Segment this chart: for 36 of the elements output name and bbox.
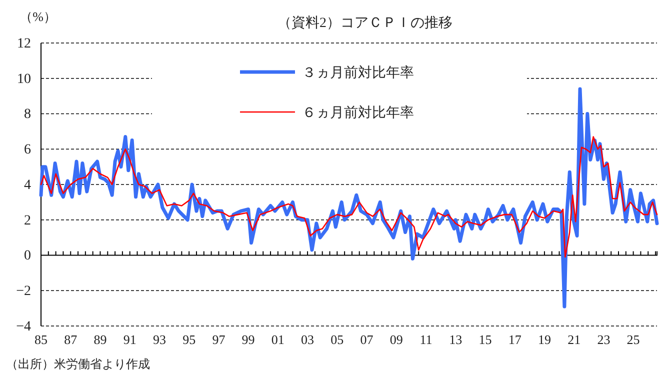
y-tick-label: 12 [17,36,31,52]
x-tick-label: 11 [420,332,432,347]
x-tick-label: 15 [478,332,492,347]
x-tick-label: 01 [271,332,284,347]
x-tick-label: 23 [597,332,610,347]
y-tick-label: 10 [17,72,31,87]
chart-title: （資料2）コアＣＰＩの推移 [278,15,452,31]
x-tick-label: 95 [182,332,196,347]
legend-label: ３ヵ月前対比年率 [302,65,414,81]
y-tick-label: 0 [24,248,31,264]
x-tick-label: 07 [360,332,374,347]
x-tick-label: 97 [212,332,226,347]
y-tick-label: 6 [24,142,31,158]
y-tick-label: −2 [16,284,31,300]
y-tick-label: −4 [16,319,31,334]
x-tick-label: 91 [123,332,136,347]
x-tick-label: 13 [449,332,462,347]
x-tick-label: 21 [568,332,581,347]
line-series [40,136,658,258]
x-tick-label: 05 [330,332,344,347]
x-tick-label: 87 [64,332,78,347]
x-tick-label: 85 [34,332,48,347]
x-tick-label: 09 [390,332,403,347]
x-tick-label: 17 [508,332,522,347]
text: （出所）米労働省より作成 [6,357,150,371]
y-tick-label: 2 [24,213,31,228]
x-tick-label: 25 [626,332,640,347]
y-tick-label: 4 [24,178,31,193]
x-tick-label: 03 [301,332,314,347]
x-tick-label: 19 [538,332,551,347]
y-axis-title: （%） [20,9,56,24]
y-tick-label: 8 [24,107,31,122]
x-tick-label: 93 [152,332,166,347]
legend-label: ６ヵ月前対比年率 [302,105,414,121]
x-tick-label: 89 [94,332,107,347]
x-tick-label: 99 [242,332,255,347]
